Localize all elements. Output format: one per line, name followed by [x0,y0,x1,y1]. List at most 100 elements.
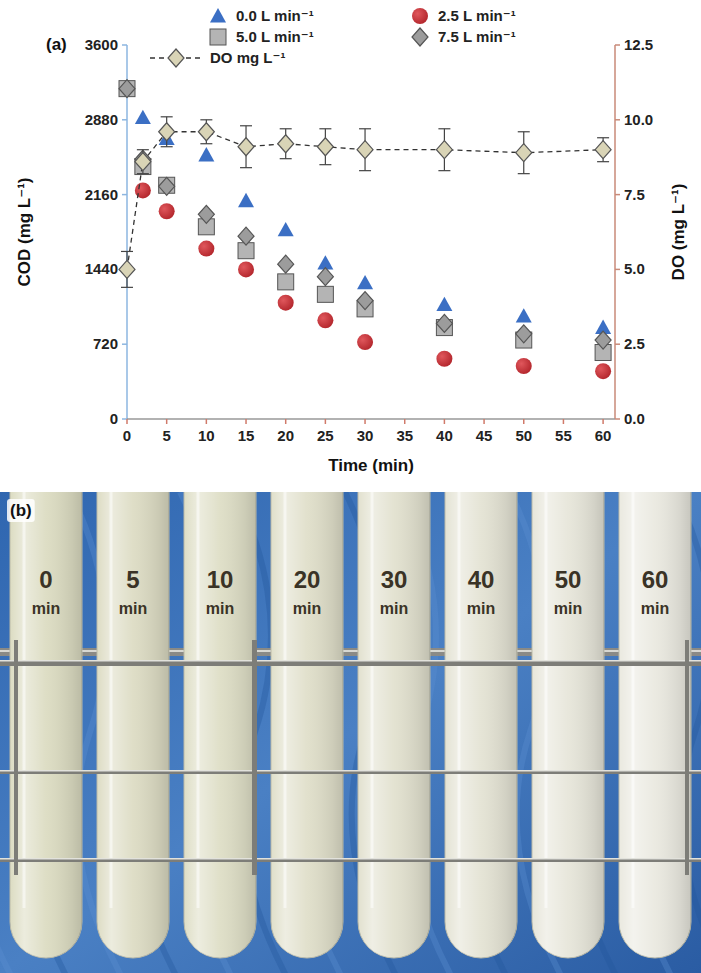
y2-tick [615,119,620,121]
rack-highlight [0,858,701,860]
error-cap [280,128,292,129]
tube-time: 60 [642,566,669,593]
legend-marker [412,8,428,24]
tube-time: 10 [207,566,234,593]
legend-label: 5.0 L min⁻¹ [236,28,314,45]
error-cap [319,164,331,165]
data-point [238,193,254,207]
data-point [198,205,214,223]
error-cap [200,143,212,144]
data-point [119,260,135,278]
label-patch [7,499,35,522]
tube-unit: min [554,600,582,617]
y2-tick-label: 5.0 [624,260,645,277]
tube-body [184,492,256,958]
y2-tick-label: 2.5 [624,335,645,352]
x-tick-label: 0 [123,427,131,444]
y-tick [122,194,127,196]
tube-shine [358,492,430,958]
y2-tick [615,44,620,46]
x-tick [483,419,485,424]
rack-post [252,640,257,875]
tube-time: 0 [39,566,52,593]
x-tick-label: 50 [515,427,532,444]
data-point [317,268,333,286]
data-point [357,275,373,289]
data-point [357,141,373,159]
x-axis-title: Time (min) [328,456,414,475]
error-cap [280,158,292,159]
data-point [436,351,452,367]
tube-body [619,492,691,958]
data-point [198,147,214,161]
data-point [278,274,294,290]
x-tick [364,419,366,424]
legend-label: 7.5 L min⁻¹ [438,28,516,45]
tube-glint [371,492,374,908]
x-tick-label: 40 [436,427,453,444]
error-cap [518,173,530,174]
data-point [278,135,294,153]
data-point [516,144,532,162]
y-tick [122,343,127,345]
x-axis-line [127,418,615,420]
y2-tick [615,269,620,271]
data-point [317,138,333,156]
tube-body [271,492,343,958]
tube-glint [110,492,113,908]
test-tube: 10min [184,492,256,958]
figure: (a)072014402160288036000.02.55.07.510.01… [0,0,701,973]
tube-body [358,492,430,958]
rack-post [685,640,689,875]
error-cap [359,128,371,129]
data-point [516,325,532,343]
error-cap [597,161,609,162]
data-point [436,141,452,159]
x-tick [404,419,406,424]
legend-marker [412,28,428,46]
data-point [317,286,333,302]
tube-time: 40 [468,566,495,593]
x-tick-label: 35 [396,427,413,444]
y-tick-label: 2880 [85,111,118,128]
tube-unit: min [293,600,321,617]
data-point [357,292,373,310]
data-point [159,203,175,219]
rack-post [14,640,18,875]
y2-axis-title: DO (mg L⁻¹) [669,184,688,281]
tube-shine [271,492,343,958]
error-cap [240,167,252,168]
error-cap [137,173,149,174]
legend-label: 2.5 L min⁻¹ [438,7,516,24]
x-tick-label: 30 [357,427,374,444]
tube-shine [445,492,517,958]
x-tick [126,419,128,424]
data-point [595,331,611,349]
do-line [127,132,603,270]
photo: 0min5min10min20min30min40min50min60min [0,492,701,973]
tube-unit: min [380,600,408,617]
rack-highlight [0,660,701,662]
y-tick-label: 0 [110,410,118,427]
data-point [278,295,294,311]
data-point [159,177,175,195]
tube-unit: min [32,600,60,617]
y-tick-label: 720 [93,335,118,352]
x-tick-label: 20 [277,427,294,444]
tube-glint [23,492,26,908]
data-point [436,297,452,311]
tube-glint [632,492,635,908]
legend: 0.0 L min⁻¹2.5 L min⁻¹5.0 L min⁻¹7.5 L m… [150,7,516,67]
y-axis-line [126,45,128,419]
panel-label: (a) [46,35,67,54]
error-cap [597,137,609,138]
x-tick [325,419,327,424]
test-tube: 5min [97,492,169,958]
tube-shine [532,492,604,958]
y-tick-label: 3600 [85,36,118,53]
error-cap [240,125,252,126]
tube-unit: min [467,600,495,617]
data-point [159,123,175,141]
error-cap [137,149,149,150]
y-tick [122,119,127,121]
